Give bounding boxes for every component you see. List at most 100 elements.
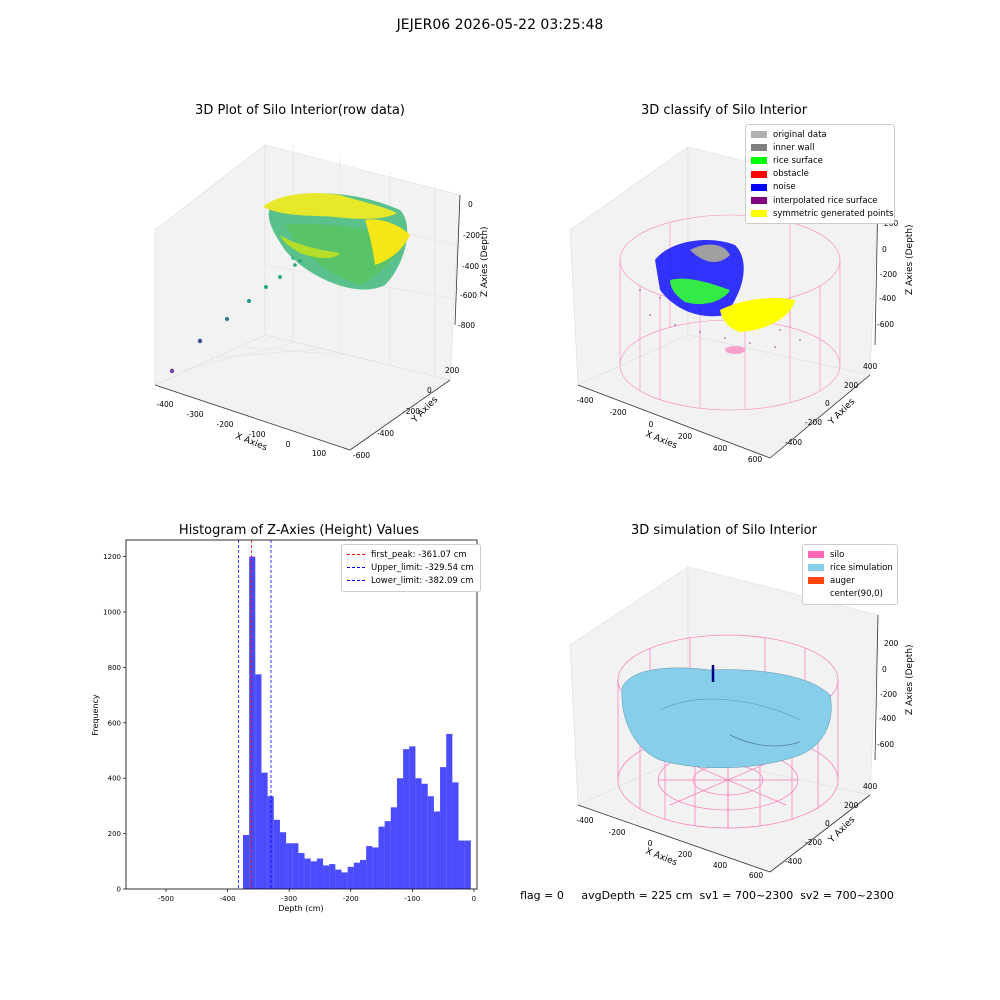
simulation-ztick: -400 bbox=[879, 714, 896, 723]
status-text: flag = 0 avgDepth = 225 cm sv1 = 700~230… bbox=[520, 889, 894, 902]
raw-xtick: -200 bbox=[216, 420, 233, 429]
legend-item: auger bbox=[808, 574, 892, 587]
histogram-bar bbox=[298, 852, 305, 889]
legend-label: auger bbox=[830, 575, 855, 586]
classify-ytick: 400 bbox=[863, 362, 878, 371]
histogram-bar bbox=[415, 778, 422, 889]
simulation-3d-plot: -400 -200 0 200 400 600 400 200 0 -200 -… bbox=[569, 566, 915, 880]
histogram-bar bbox=[329, 864, 336, 889]
histogram-bar bbox=[372, 847, 379, 889]
histogram-bar bbox=[304, 858, 311, 889]
legend-label: symmetric generated points bbox=[773, 208, 894, 219]
legend-item: obstacle bbox=[751, 168, 889, 181]
histogram-bar bbox=[452, 782, 459, 889]
x-tick-label: -300 bbox=[281, 895, 297, 903]
histogram-bar bbox=[427, 796, 434, 889]
histogram-title: Histogram of Z-Axies (Height) Values bbox=[178, 523, 420, 538]
histogram-legend: first_peak: -361.07 cm Upper_limit: -329… bbox=[341, 544, 481, 592]
x-tick-label: -200 bbox=[343, 895, 359, 903]
y-tick-label: 200 bbox=[108, 830, 121, 838]
classify-ztick: 0 bbox=[882, 245, 887, 254]
simulation-ztick: 0 bbox=[882, 665, 887, 674]
histogram-bar bbox=[279, 832, 287, 889]
legend-label: first_peak: -361.07 cm bbox=[371, 549, 467, 560]
legend-swatch bbox=[808, 564, 824, 572]
legend-line bbox=[347, 567, 365, 569]
histogram-bar bbox=[366, 846, 373, 889]
histogram-bar bbox=[310, 861, 317, 889]
classify-ztick: -200 bbox=[880, 270, 897, 279]
legend-item: center(90,0) bbox=[808, 588, 892, 601]
histogram-bar bbox=[458, 840, 465, 889]
raw-xtick: 100 bbox=[312, 449, 327, 458]
legend-label: Upper_limit: -329.54 cm bbox=[371, 562, 474, 573]
simulation-xtick: 200 bbox=[678, 850, 693, 859]
raw-ztick: -400 bbox=[462, 262, 479, 271]
histogram-bar bbox=[341, 872, 348, 889]
legend-swatch bbox=[808, 591, 824, 598]
legend-swatch bbox=[751, 183, 767, 191]
histogram-bar bbox=[316, 858, 324, 889]
simulation-ytick: -200 bbox=[805, 838, 822, 847]
legend-item: inner wall bbox=[751, 141, 889, 154]
x-tick-label: 0 bbox=[472, 895, 476, 903]
legend-item: noise bbox=[751, 181, 889, 194]
simulation-ytick: 400 bbox=[863, 782, 878, 791]
legend-swatch bbox=[808, 551, 824, 559]
raw-ytick: -200 bbox=[403, 407, 420, 416]
legend-item: interpolated rice surface bbox=[751, 194, 889, 207]
classify-xtick: 200 bbox=[678, 432, 693, 441]
simulation-ytick: -400 bbox=[785, 857, 802, 866]
y-tick-label: 800 bbox=[108, 664, 121, 672]
classify-ztick: -400 bbox=[879, 294, 896, 303]
legend-label: rice surface bbox=[773, 155, 823, 166]
histogram-bar bbox=[440, 767, 447, 889]
histogram-bar bbox=[384, 821, 391, 889]
y-tick-label: 1000 bbox=[103, 609, 121, 617]
histogram-bar bbox=[421, 783, 428, 889]
raw-ztick: -800 bbox=[458, 321, 475, 330]
classify-legend: original data inner wall rice surface ob… bbox=[745, 124, 895, 225]
legend-swatch bbox=[751, 210, 767, 218]
simulation-ztick: -200 bbox=[880, 690, 897, 699]
histogram-bar bbox=[261, 772, 268, 889]
histogram-bar bbox=[409, 746, 416, 889]
simulation-zlabel: Z Axies (Depth) bbox=[905, 644, 915, 715]
legend-swatch bbox=[751, 197, 767, 205]
raw-ztick: -200 bbox=[463, 231, 480, 240]
classify-xlabel: X Axies bbox=[644, 430, 679, 452]
y-tick-label: 600 bbox=[108, 719, 121, 727]
legend-label: noise bbox=[773, 182, 796, 193]
legend-swatch bbox=[751, 170, 767, 178]
legend-item: original data bbox=[751, 128, 889, 141]
classify-xtick: -200 bbox=[609, 408, 626, 417]
rice-surface-points bbox=[670, 278, 730, 305]
y-tick-label: 400 bbox=[108, 775, 121, 783]
raw-plot-title: 3D Plot of Silo Interior(row data) bbox=[195, 103, 405, 118]
classify-zlabel: Z Axies (Depth) bbox=[905, 224, 915, 295]
classify-xtick: 600 bbox=[748, 455, 763, 464]
legend-swatch bbox=[751, 157, 767, 165]
x-tick-label: -100 bbox=[404, 895, 420, 903]
histogram-bar bbox=[255, 674, 262, 889]
histogram-bar bbox=[433, 811, 441, 889]
classify-ytick: -400 bbox=[785, 438, 802, 447]
simulation-ztick: 200 bbox=[884, 639, 899, 648]
legend-label: inner wall bbox=[773, 142, 815, 153]
classify-ytick: -200 bbox=[805, 418, 822, 427]
raw-ytick: -400 bbox=[377, 429, 394, 438]
classify-xtick: 400 bbox=[713, 444, 728, 453]
histogram-bar bbox=[390, 807, 397, 889]
legend-label: rice simulation bbox=[830, 562, 893, 573]
simulation-xtick: 400 bbox=[713, 861, 728, 870]
raw-xtick: 0 bbox=[286, 440, 291, 449]
legend-label: center(90,0) bbox=[830, 589, 883, 600]
rice-simulation-surface bbox=[621, 667, 832, 769]
legend-item: rice surface bbox=[751, 154, 889, 167]
histogram-bar bbox=[446, 733, 453, 889]
classify-3d-plot: -400 -200 0 200 400 600 400 200 0 -200 -… bbox=[569, 146, 915, 464]
legend-label: original data bbox=[773, 129, 827, 140]
simulation-xtick: -400 bbox=[576, 816, 593, 825]
histogram-bar bbox=[249, 556, 256, 889]
classify-xtick: -400 bbox=[576, 396, 593, 405]
